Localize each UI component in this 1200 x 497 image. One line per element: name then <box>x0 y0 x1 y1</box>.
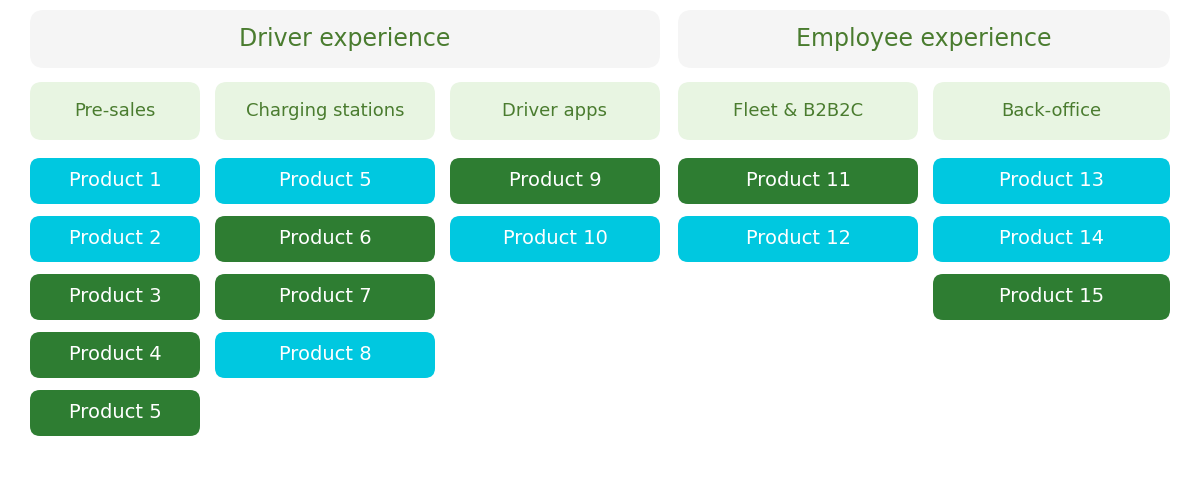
Text: Driver experience: Driver experience <box>239 27 451 51</box>
Text: Product 11: Product 11 <box>745 171 851 190</box>
Text: Product 5: Product 5 <box>68 404 161 422</box>
FancyBboxPatch shape <box>215 332 436 378</box>
Text: Employee experience: Employee experience <box>797 27 1051 51</box>
FancyBboxPatch shape <box>30 216 200 262</box>
FancyBboxPatch shape <box>450 216 660 262</box>
Text: Product 9: Product 9 <box>509 171 601 190</box>
FancyBboxPatch shape <box>215 82 436 140</box>
FancyBboxPatch shape <box>215 158 436 204</box>
FancyBboxPatch shape <box>450 158 660 204</box>
FancyBboxPatch shape <box>934 216 1170 262</box>
Text: Product 7: Product 7 <box>278 287 371 307</box>
Text: Product 2: Product 2 <box>68 230 161 248</box>
Text: Charging stations: Charging stations <box>246 102 404 120</box>
FancyBboxPatch shape <box>30 82 200 140</box>
FancyBboxPatch shape <box>215 216 436 262</box>
FancyBboxPatch shape <box>934 82 1170 140</box>
FancyBboxPatch shape <box>934 274 1170 320</box>
Text: Product 4: Product 4 <box>68 345 161 364</box>
Text: Product 1: Product 1 <box>68 171 161 190</box>
Text: Pre-sales: Pre-sales <box>74 102 156 120</box>
Text: Product 12: Product 12 <box>745 230 851 248</box>
Text: Product 5: Product 5 <box>278 171 371 190</box>
Text: Fleet & B2B2C: Fleet & B2B2C <box>733 102 863 120</box>
Text: Product 14: Product 14 <box>998 230 1104 248</box>
Text: Product 13: Product 13 <box>998 171 1104 190</box>
Text: Product 8: Product 8 <box>278 345 371 364</box>
FancyBboxPatch shape <box>450 82 660 140</box>
FancyBboxPatch shape <box>30 274 200 320</box>
Text: Driver apps: Driver apps <box>503 102 607 120</box>
FancyBboxPatch shape <box>30 10 660 68</box>
Text: Product 15: Product 15 <box>998 287 1104 307</box>
FancyBboxPatch shape <box>678 216 918 262</box>
FancyBboxPatch shape <box>30 390 200 436</box>
FancyBboxPatch shape <box>678 82 918 140</box>
FancyBboxPatch shape <box>215 274 436 320</box>
FancyBboxPatch shape <box>678 10 1170 68</box>
FancyBboxPatch shape <box>30 332 200 378</box>
Text: Product 3: Product 3 <box>68 287 161 307</box>
FancyBboxPatch shape <box>678 158 918 204</box>
Text: Back-office: Back-office <box>1002 102 1102 120</box>
Text: Product 6: Product 6 <box>278 230 371 248</box>
FancyBboxPatch shape <box>934 158 1170 204</box>
FancyBboxPatch shape <box>30 158 200 204</box>
Text: Product 10: Product 10 <box>503 230 607 248</box>
